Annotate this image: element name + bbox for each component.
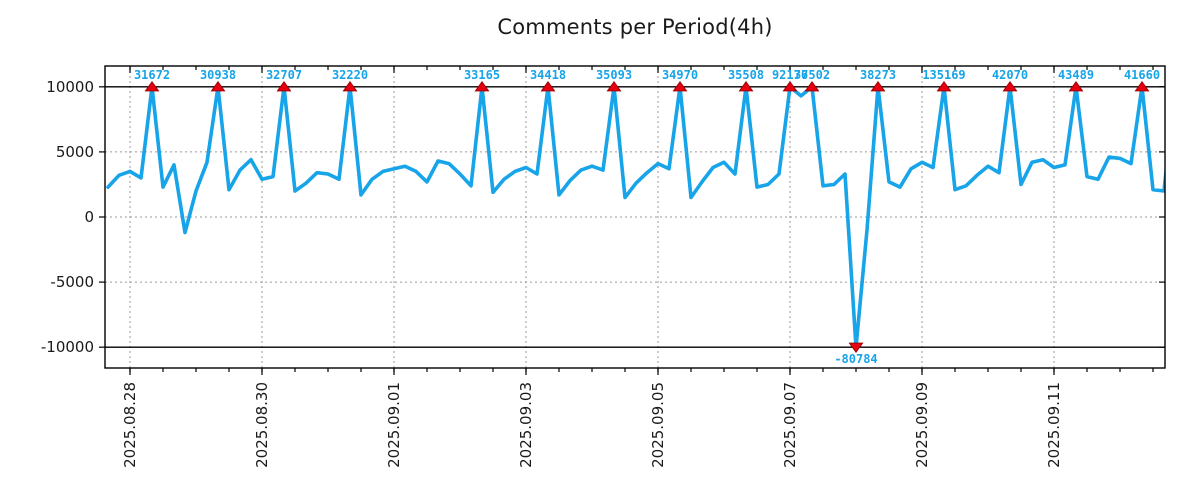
series-line (106, 85, 1165, 350)
peak-value-label: 35093 (596, 68, 632, 82)
peak-value-label: 34970 (662, 68, 698, 82)
peak-value-label: 41660 (1124, 68, 1160, 82)
peak-value-label: 34418 (530, 68, 566, 82)
chart-title: Comments per Period(4h) (497, 15, 773, 39)
peak-marker-up (540, 80, 556, 92)
peak-value-label: 32220 (332, 68, 368, 82)
y-tick-label: 10000 (46, 78, 94, 96)
peak-value-label: 135169 (922, 68, 965, 82)
peak-value-label: 35508 (728, 68, 764, 82)
x-tick-label: 2025.08.30 (253, 382, 271, 468)
peak-value-label: 42070 (992, 68, 1028, 82)
peak-value-label: 38273 (860, 68, 896, 82)
peak-marker-up (144, 80, 160, 92)
peak-marker-up (870, 80, 886, 92)
peak-marker-up (936, 80, 952, 92)
peak-marker-up (606, 80, 622, 92)
peak-marker-up (1068, 80, 1084, 92)
peak-marker-up (672, 80, 688, 92)
peak-value-label: 43489 (1058, 68, 1094, 82)
y-tick-label: -5000 (50, 273, 94, 291)
peak-value-label: 32707 (266, 68, 302, 82)
peak-marker-up (1134, 80, 1150, 92)
peak-marker-up (342, 80, 358, 92)
peak-marker-up (804, 80, 820, 92)
x-tick-label: 2025.09.05 (649, 382, 667, 468)
peak-marker-up (210, 80, 226, 92)
peak-marker-up (782, 80, 798, 92)
peak-value-label: 37502 (794, 68, 830, 82)
peak-marker-up (474, 80, 490, 92)
x-axis-labels: 2025.08.28 2025.08.30 2025.09.01 2025.09.03… (121, 382, 1063, 468)
x-tick-label: 2025.09.09 (913, 382, 931, 468)
peak-value-label: 30938 (200, 68, 236, 82)
peak-value-label: 31672 (134, 68, 170, 82)
peak-marker-up (276, 80, 292, 92)
peak-value-label: 92176 (772, 68, 808, 82)
y-tick-label: 5000 (56, 143, 94, 161)
peak-value-label: 33165 (464, 68, 500, 82)
plot-border (104, 65, 1166, 369)
grid-lines (105, 66, 1165, 368)
y-tick-label: -10000 (41, 338, 94, 356)
series-group (106, 85, 1165, 350)
x-tick-label: 2025.09.11 (1045, 382, 1063, 468)
peak-marker-up (738, 80, 754, 92)
y-tick-label: 0 (84, 208, 94, 226)
x-tick-label: 2025.09.03 (517, 382, 535, 468)
peak-marker-up (1002, 80, 1018, 92)
peak-annotations: 31672 30938 32707 32220 33165 34418 35093 34970… (134, 68, 1160, 366)
x-tick-label: 2025.08.28 (121, 382, 139, 468)
x-tick-label: 2025.09.07 (781, 382, 799, 468)
y-axis-labels: 10000 5000 0 -5000 -10000 (41, 78, 94, 356)
peak-marker-down (848, 342, 864, 354)
peak-value-label: -80784 (834, 352, 877, 366)
x-tick-label: 2025.09.01 (385, 382, 403, 468)
